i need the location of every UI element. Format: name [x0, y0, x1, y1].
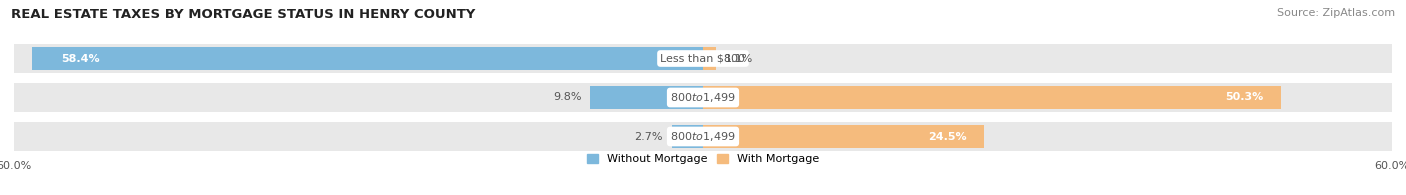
Bar [32, 47, 703, 70]
Bar [703, 47, 716, 70]
Text: Source: ZipAtlas.com: Source: ZipAtlas.com [1277, 8, 1395, 18]
Text: 58.4%: 58.4% [60, 53, 100, 64]
Text: $800 to $1,499: $800 to $1,499 [671, 130, 735, 143]
Text: $800 to $1,499: $800 to $1,499 [671, 91, 735, 104]
Text: 24.5%: 24.5% [928, 131, 967, 142]
Text: 1.1%: 1.1% [725, 53, 754, 64]
Bar [14, 83, 1392, 112]
Bar [14, 122, 1392, 151]
Legend: Without Mortgage, With Mortgage: Without Mortgage, With Mortgage [588, 154, 818, 164]
Text: REAL ESTATE TAXES BY MORTGAGE STATUS IN HENRY COUNTY: REAL ESTATE TAXES BY MORTGAGE STATUS IN … [11, 8, 475, 21]
Text: Less than $800: Less than $800 [661, 53, 745, 64]
Bar [703, 125, 984, 148]
Bar [14, 44, 1392, 73]
Bar [591, 86, 703, 109]
Text: 2.7%: 2.7% [634, 131, 662, 142]
Bar [672, 125, 703, 148]
Text: 50.3%: 50.3% [1225, 92, 1264, 103]
Bar [703, 86, 1281, 109]
Text: 9.8%: 9.8% [553, 92, 581, 103]
